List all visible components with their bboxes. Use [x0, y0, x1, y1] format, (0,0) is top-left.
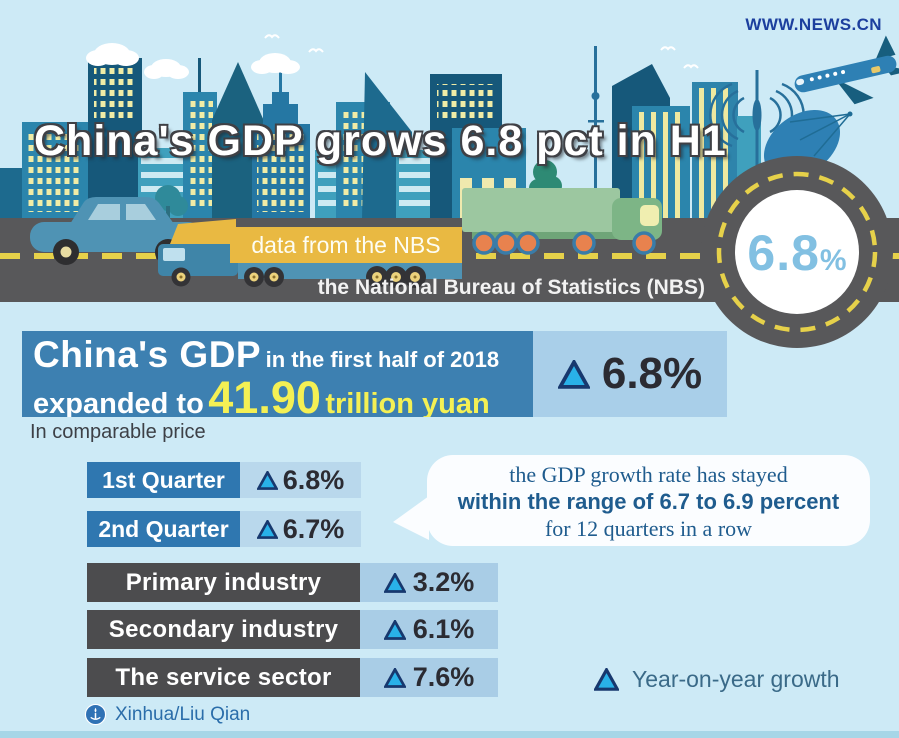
industry-label: Secondary industry	[87, 610, 360, 649]
data-source-label: the National Bureau of Statistics (NBS)	[317, 276, 705, 299]
bubble-line2: within the range of 6.7 to 6.9 percent	[457, 489, 840, 514]
quarter-growth: 6.7%	[282, 513, 345, 544]
growth-triangle-icon	[383, 619, 406, 640]
gdp-heading-period: in the first half of 2018	[265, 347, 500, 372]
gdp-heading: China's GDP	[33, 334, 262, 375]
comparable-price-note: In comparable price	[30, 421, 206, 443]
quarter-label: 1st Quarter	[87, 462, 240, 498]
gdp-unit: trillion yuan	[325, 388, 490, 417]
growth-triangle-icon	[594, 668, 619, 691]
gdp-summary-panel: China's GDP in the first half of 2018 ex…	[22, 331, 727, 417]
gdp-expanded-label: expanded to	[33, 388, 204, 417]
legend: Year-on-year growth	[594, 666, 840, 693]
speech-bubble: the GDP growth rate has stayed within th…	[427, 455, 870, 546]
growth-triangle-icon	[256, 519, 278, 539]
roundabout-number: 6.8	[747, 225, 820, 281]
industry-value: 3.2%	[360, 563, 498, 602]
quarter-value: 6.8%	[240, 462, 361, 498]
industry-row: Primary industry 3.2%	[87, 563, 498, 602]
gdp-value: 41.90	[208, 372, 321, 417]
tree-icon	[155, 160, 562, 219]
page-title: China's GDP grows 6.8 pct in H1	[34, 117, 727, 165]
bubble-line3: for 12 quarters in a row	[544, 516, 753, 541]
quarter-row: 1st Quarter 6.8%	[87, 462, 361, 498]
industry-value: 6.1%	[360, 610, 498, 649]
bird-icon	[264, 34, 699, 69]
website-url[interactable]: WWW.NEWS.CN	[745, 15, 882, 34]
gdp-summary-text: China's GDP in the first half of 2018 ex…	[22, 331, 533, 417]
xinhua-logo-icon	[84, 703, 107, 726]
roundabout-icon	[701, 156, 893, 348]
truck-banner-label: data from the NBS	[251, 231, 441, 258]
credit: Xinhua/Liu Qian	[84, 703, 250, 726]
gdp-growth-value: 6.8%	[601, 349, 703, 398]
growth-triangle-icon	[383, 572, 406, 593]
bottom-border	[0, 731, 899, 738]
growth-triangle-icon	[557, 359, 590, 389]
airplane-icon	[794, 35, 899, 105]
buildings	[0, 46, 761, 220]
legend-label: Year-on-year growth	[632, 666, 840, 692]
truck-banner: data from the NBS	[230, 227, 462, 263]
roundabout-growth-value: 6.8%	[733, 224, 861, 282]
quarter-value: 6.7%	[240, 511, 361, 547]
industry-row: The service sector 7.6%	[87, 658, 498, 697]
industry-label: The service sector	[87, 658, 360, 697]
bubble-line1: the GDP growth rate has stayed	[509, 462, 788, 487]
cloud-icon	[86, 43, 300, 79]
growth-triangle-icon	[256, 470, 278, 490]
roundabout-unit: %	[819, 244, 847, 277]
industry-label: Primary industry	[87, 563, 360, 602]
quarter-row: 2nd Quarter 6.7%	[87, 511, 361, 547]
industry-growth: 3.2%	[412, 567, 475, 597]
truck-icon	[158, 219, 462, 288]
growth-triangle-icon	[383, 667, 406, 688]
quarter-growth: 6.8%	[282, 464, 345, 495]
speech-bubble-tail	[393, 496, 429, 540]
city-skyline-illustration	[0, 34, 899, 348]
cargo-truck-icon	[462, 188, 662, 255]
industry-row: Secondary industry 6.1%	[87, 610, 498, 649]
gdp-growth-badge: 6.8%	[533, 331, 727, 417]
industry-growth: 7.6%	[412, 662, 475, 692]
quarter-label: 2nd Quarter	[87, 511, 240, 547]
industry-value: 7.6%	[360, 658, 498, 697]
industry-growth: 6.1%	[412, 614, 475, 644]
credit-label: Xinhua/Liu Qian	[115, 703, 251, 725]
